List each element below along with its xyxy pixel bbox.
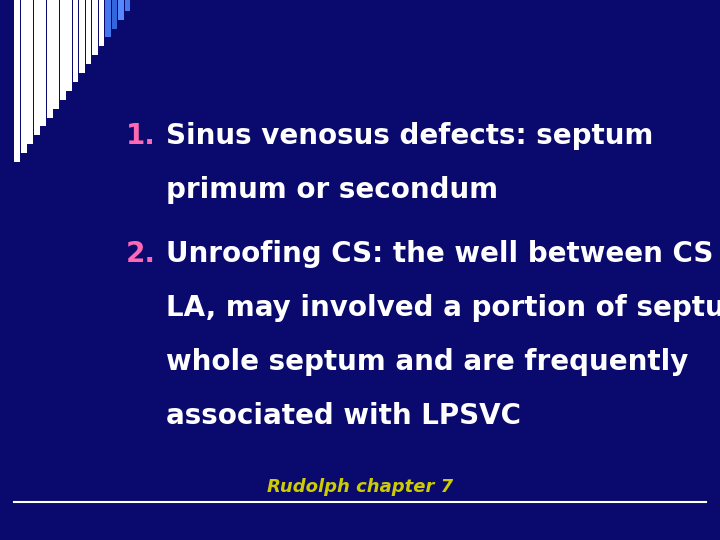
Text: 1.: 1.	[126, 122, 156, 150]
Polygon shape	[60, 0, 66, 100]
Polygon shape	[73, 0, 78, 82]
Polygon shape	[53, 0, 59, 109]
Polygon shape	[27, 0, 33, 144]
Text: whole septum and are frequently: whole septum and are frequently	[166, 348, 688, 376]
Text: 2.: 2.	[126, 240, 156, 268]
Polygon shape	[14, 0, 20, 162]
Text: Unroofing CS: the well between CS and: Unroofing CS: the well between CS and	[166, 240, 720, 268]
Polygon shape	[112, 0, 117, 29]
Text: Rudolph chapter 7: Rudolph chapter 7	[267, 478, 453, 496]
Polygon shape	[92, 0, 98, 55]
Polygon shape	[79, 0, 85, 73]
Polygon shape	[118, 0, 124, 19]
Polygon shape	[66, 0, 72, 91]
Polygon shape	[47, 0, 53, 118]
Polygon shape	[86, 0, 91, 64]
Polygon shape	[40, 0, 46, 126]
Text: associated with LPSVC: associated with LPSVC	[166, 402, 521, 430]
Text: Sinus venosus defects: septum: Sinus venosus defects: septum	[166, 122, 653, 150]
Polygon shape	[34, 0, 40, 136]
Polygon shape	[21, 0, 27, 153]
Text: primum or secondum: primum or secondum	[166, 176, 498, 204]
Text: LA, may involved a portion of septum or: LA, may involved a portion of septum or	[166, 294, 720, 322]
Polygon shape	[99, 0, 104, 46]
Polygon shape	[105, 0, 111, 37]
Polygon shape	[125, 0, 130, 11]
